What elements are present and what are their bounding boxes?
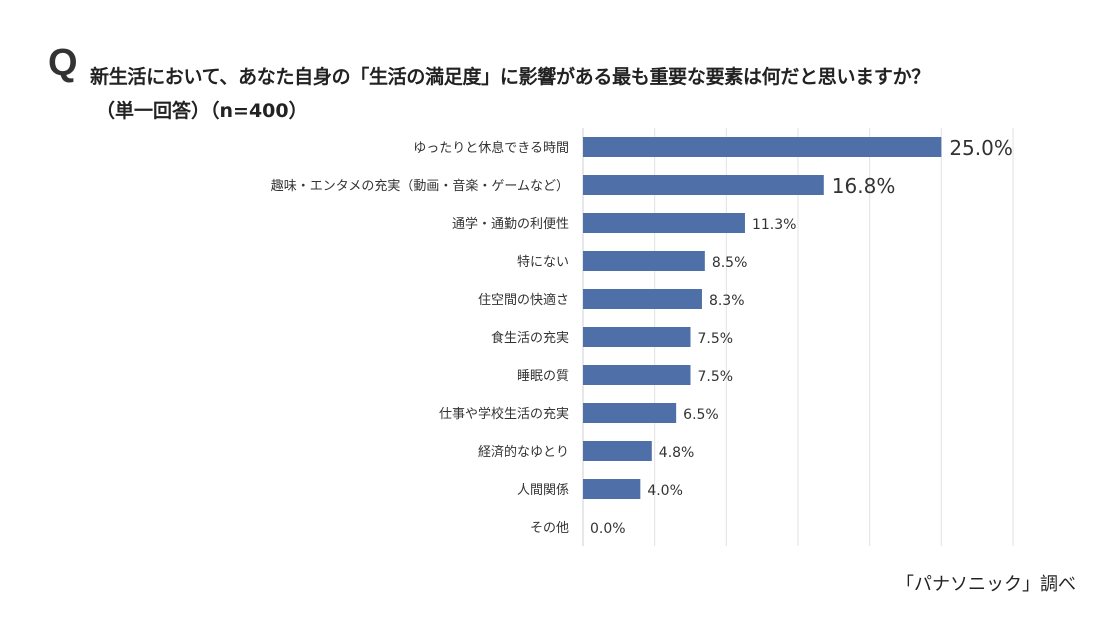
bar [583, 213, 745, 233]
data-label: 7.5% [698, 331, 734, 347]
bar [583, 175, 824, 195]
bar [583, 441, 652, 461]
category-label: 通学・通勤の利便性 [452, 216, 569, 232]
bar [583, 479, 641, 499]
bar [583, 403, 677, 423]
category-label: ゆったりと休息できる時間 [413, 140, 569, 156]
data-label: 0.0% [590, 521, 626, 537]
data-label: 8.3% [709, 293, 745, 309]
category-label: 仕事や学校生活の充実 [439, 406, 569, 422]
bar [583, 137, 942, 157]
category-label: 人間関係 [517, 483, 569, 498]
bar [583, 251, 705, 271]
category-label: 経済的なゆとり [478, 444, 569, 460]
question-mark: Q [48, 42, 78, 84]
bar [583, 289, 702, 309]
bar [583, 365, 691, 385]
category-label: その他 [530, 521, 569, 536]
data-label: 8.5% [712, 255, 748, 271]
data-label: 25.0% [949, 136, 1013, 160]
chart-subtitle: （単一回答）（n=400） [96, 100, 308, 122]
chart-title: 新生活において、あなた自身の「生活の満足度」に影響がある最も重要な要素は何だと思… [90, 66, 930, 88]
category-label: 趣味・エンタメの充実（動画・音楽・ゲームなど） [271, 178, 569, 194]
category-label: 住空間の快適さ [478, 292, 569, 308]
data-label: 4.8% [659, 445, 695, 461]
category-label: 睡眠の質 [517, 369, 569, 384]
data-label: 16.8% [832, 174, 896, 198]
data-label: 11.3% [752, 217, 796, 233]
source-note: 「パナソニック」調べ [896, 574, 1076, 595]
category-label: 食生活の充実 [491, 330, 569, 346]
data-label: 4.0% [647, 483, 683, 499]
data-label: 6.5% [683, 407, 719, 423]
bar [583, 327, 691, 347]
data-label: 7.5% [698, 369, 734, 385]
category-label: 特にない [517, 255, 569, 270]
